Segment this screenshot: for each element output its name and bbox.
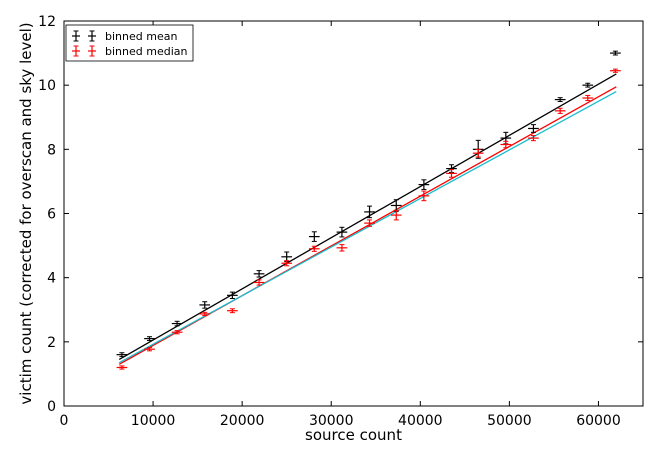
data-point [472, 148, 484, 158]
y-tick-label: 8 [47, 142, 56, 158]
x-tick-label: 60000 [576, 413, 621, 429]
data-point [554, 107, 566, 114]
data-point [253, 270, 265, 278]
data-point [116, 352, 128, 358]
data-point [199, 311, 211, 317]
data-point [336, 244, 348, 252]
data-point [144, 347, 155, 352]
data-point [554, 97, 566, 103]
plot-frame [63, 20, 644, 407]
data-point [227, 291, 238, 300]
y-tick-label: 10 [38, 78, 56, 94]
x-tick-label: 10000 [131, 413, 176, 429]
data-point [227, 308, 238, 314]
data-point [582, 82, 594, 88]
data-point [446, 164, 457, 173]
data-point [418, 179, 430, 190]
data-point [500, 140, 512, 149]
data-point [528, 124, 539, 133]
legend-box [65, 24, 194, 62]
data-point [281, 260, 293, 267]
legend-label-binned-mean: binned mean [105, 30, 177, 43]
data-point [528, 135, 539, 142]
data-point [253, 279, 265, 286]
legend-marker-binned-median [72, 45, 96, 57]
data-point [308, 245, 320, 252]
y-tick-label: 12 [38, 14, 56, 30]
data-point [582, 94, 594, 102]
y-axis-label: victim count (corrected for overscan and… [17, 22, 35, 404]
data-point [308, 231, 320, 242]
data-point [171, 320, 183, 327]
x-tick-label: 50000 [487, 413, 532, 429]
x-tick-label: 20000 [220, 413, 265, 429]
data-point [199, 301, 211, 309]
data-point [610, 68, 621, 73]
y-tick-label: 4 [47, 271, 56, 287]
data-point [336, 226, 348, 238]
x-tick-label: 40000 [398, 413, 443, 429]
x-axis-label: source count [305, 426, 402, 444]
data-point [171, 330, 183, 335]
data-point [418, 190, 430, 202]
data-point [446, 169, 457, 178]
y-tick-label: 2 [47, 335, 56, 351]
x-tick-label: 30000 [309, 413, 354, 429]
axes: 0 10000 20000 30000 40000 50000 60000 0 2 4 6 8 10 12 [38, 14, 644, 429]
data-point [364, 205, 375, 219]
legend: binned mean binned median [65, 24, 194, 62]
fit-line-0 [118, 73, 617, 361]
fit-line-2 [118, 91, 617, 364]
legend-label-binned-median: binned median [105, 45, 187, 58]
legend-marker-binned-mean [72, 30, 96, 42]
data-point [610, 50, 621, 56]
data-point [144, 336, 155, 342]
data-point [116, 365, 128, 370]
y-tick-label: 6 [47, 207, 56, 223]
x-tick-label: 0 [60, 413, 69, 429]
data-point [390, 209, 402, 221]
fit-lines [118, 73, 617, 365]
y-tick-label: 0 [47, 399, 56, 415]
data-points [116, 50, 621, 370]
data-point [364, 219, 375, 227]
